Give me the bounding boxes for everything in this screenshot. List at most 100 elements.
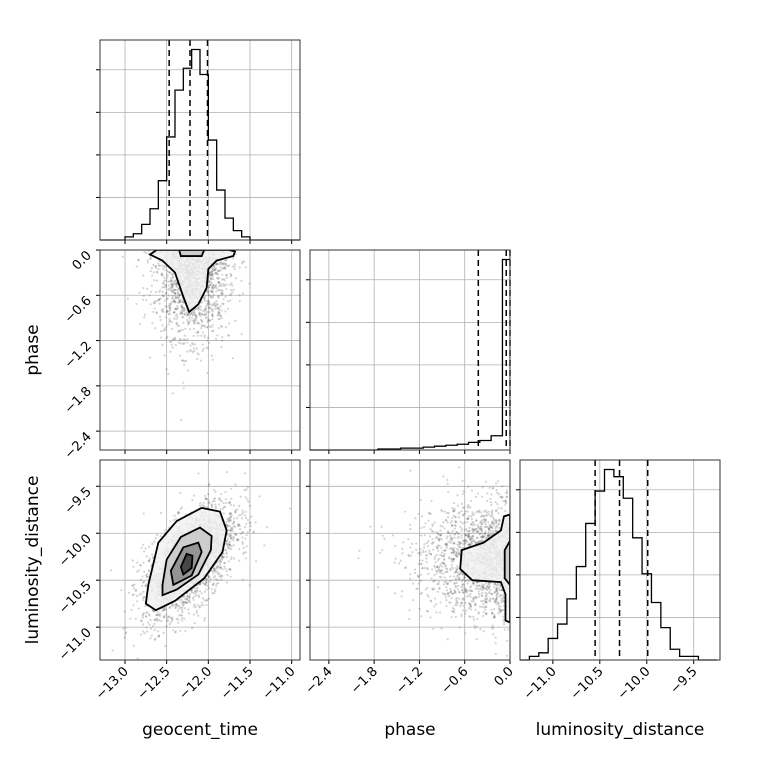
scatter-point (170, 280, 173, 283)
scatter-point (169, 605, 172, 609)
scatter-point (211, 270, 214, 273)
scatter-point (175, 617, 178, 620)
scatter-point (246, 519, 250, 522)
scatter-point (436, 565, 439, 569)
scatter-point (493, 522, 496, 525)
scatter-point (219, 499, 222, 502)
scatter-point (227, 528, 230, 532)
scatter-point (222, 302, 225, 305)
scatter-point (163, 265, 167, 269)
scatter-point (169, 616, 173, 620)
scatter-point (212, 278, 215, 281)
scatter-point (202, 313, 205, 316)
scatter-point (451, 592, 454, 595)
scatter-point (238, 299, 241, 303)
scatter-point (151, 609, 155, 612)
scatter-point (156, 611, 159, 614)
scatter-point (193, 319, 197, 323)
scatter-point (443, 558, 446, 562)
scatter-point (440, 561, 444, 564)
scatter-point (502, 608, 505, 612)
scatter-point (212, 330, 215, 333)
scatter-point (207, 502, 210, 505)
scatter-point (217, 581, 220, 585)
scatter-point (217, 281, 220, 284)
scatter-point (230, 282, 233, 285)
scatter-point (210, 270, 213, 273)
scatter-point (178, 299, 182, 303)
scatter-point (155, 617, 158, 620)
scatter-point (474, 541, 477, 544)
scatter-point (168, 310, 171, 313)
scatter-point (159, 535, 162, 538)
scatter-point (215, 262, 219, 266)
scatter-point (501, 589, 504, 592)
scatter-point (153, 619, 157, 622)
scatter-point (229, 512, 232, 515)
scatter-point (132, 644, 135, 647)
scatter-point (201, 343, 204, 346)
scatter-point (173, 291, 176, 294)
scatter-point (220, 284, 223, 288)
scatter-point (499, 608, 503, 612)
scatter-point (456, 584, 460, 588)
scatter-point (159, 315, 162, 318)
scatter-point (467, 503, 470, 507)
scatter-point (207, 294, 210, 297)
scatter-point (218, 560, 222, 563)
scatter-point (241, 578, 244, 581)
scatter-point (179, 312, 182, 315)
scatter-point (433, 574, 436, 577)
scatter-point (166, 276, 169, 279)
scatter-point (471, 530, 475, 533)
scatter-point (161, 343, 164, 346)
scatter-point (159, 289, 162, 292)
scatter-point (188, 600, 191, 603)
scatter-point (499, 593, 502, 597)
scatter-point (165, 613, 168, 616)
scatter-point (205, 497, 208, 500)
scatter-point (171, 296, 174, 299)
scatter-point (182, 321, 185, 324)
scatter-point (161, 609, 164, 613)
scatter-point (161, 267, 164, 270)
scatter-point (177, 291, 180, 294)
scatter-point (211, 308, 215, 311)
scatter-point (462, 586, 465, 589)
scatter-point (149, 257, 152, 260)
scatter-point (150, 284, 153, 287)
scatter-point (209, 295, 212, 298)
scatter-point (232, 504, 235, 507)
scatter-point (183, 363, 186, 366)
scatter-point (468, 615, 471, 618)
scatter-point (195, 594, 198, 597)
scatter-point (219, 314, 223, 317)
scatter-point (192, 321, 196, 325)
scatter-point (153, 618, 156, 621)
scatter-point (157, 614, 161, 617)
scatter-point (463, 579, 467, 582)
scatter-point (487, 534, 490, 537)
scatter-point (197, 594, 200, 597)
scatter-point (153, 265, 157, 268)
scatter-point (198, 605, 201, 608)
scatter-point (484, 518, 487, 522)
scatter-point (461, 589, 464, 592)
scatter-point (453, 571, 456, 574)
scatter-point (205, 598, 209, 601)
scatter-point (165, 310, 168, 313)
scatter-point (228, 543, 232, 546)
scatter-point (225, 276, 229, 279)
scatter-point (507, 628, 510, 631)
scatter-point (439, 529, 442, 532)
scatter-point (173, 299, 176, 302)
scatter-point (443, 554, 446, 558)
scatter-point (227, 307, 230, 310)
scatter-point (145, 298, 148, 302)
scatter-point (169, 340, 172, 343)
scatter-point (136, 570, 139, 573)
scatter-point (143, 316, 146, 319)
scatter-point (135, 594, 139, 598)
scatter-point (228, 535, 231, 538)
panel-content-geocent-time-phase (121, 250, 251, 422)
